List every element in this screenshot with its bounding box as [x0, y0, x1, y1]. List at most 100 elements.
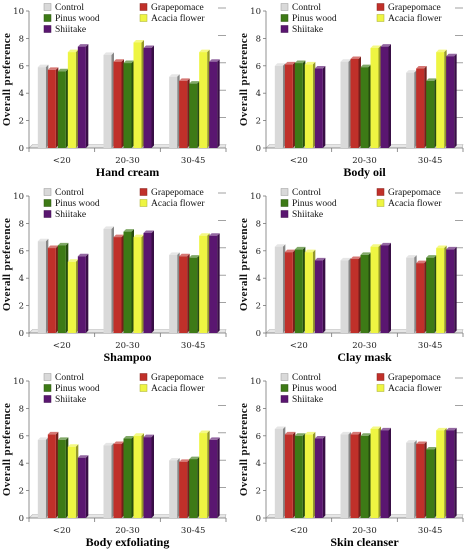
- bar-grapepomace-20-30: [350, 256, 361, 333]
- bar-pinus-wood-20-30: [360, 433, 371, 518]
- bar-front-face: [360, 435, 369, 518]
- bar-top-face: [350, 56, 361, 59]
- bar-side-face: [388, 242, 391, 333]
- bar-side-face: [444, 427, 447, 518]
- bar-top-face: [340, 257, 351, 261]
- bar-top-face: [380, 242, 391, 246]
- bar-front-face: [113, 61, 122, 148]
- bar-pinus-wood-20-30: [123, 436, 134, 518]
- bar-acacia-flower-20: [304, 249, 316, 333]
- bar-front-face: [406, 257, 415, 333]
- bar-front-face: [113, 444, 122, 518]
- bar-front-face: [350, 259, 359, 333]
- chart-legend: Control Grapepomace Pinus wood Acacia flowe…: [280, 373, 442, 405]
- bar-grapepomace-20-30: [113, 59, 124, 148]
- bar-top-face: [340, 431, 351, 435]
- legend-item-shiitake: Shiitake: [43, 25, 86, 35]
- legend-swatch: [43, 395, 52, 403]
- bar-top-face: [169, 457, 180, 461]
- bar-front-face: [57, 71, 66, 148]
- bar-top-face: [416, 66, 427, 69]
- x-category-label: 20-30: [352, 156, 377, 166]
- legend-item-grapepomace: Grapepomace: [139, 373, 204, 383]
- bar-top-face: [133, 234, 144, 238]
- bar-side-face: [414, 70, 417, 148]
- bar-side-face: [424, 66, 427, 148]
- bar-front-face: [426, 257, 435, 333]
- bar-side-face: [55, 245, 59, 333]
- bar-top-face: [314, 436, 326, 439]
- bar-top-face: [133, 40, 144, 43]
- y-tick-label: 8: [256, 219, 261, 229]
- bar-side-face: [312, 249, 316, 333]
- bar-side-face: [292, 61, 296, 148]
- bar-shiitake-30-45: [446, 53, 457, 148]
- bar-top-face: [123, 60, 134, 64]
- bar-top-face: [77, 455, 89, 458]
- bar-side-face: [151, 45, 154, 148]
- bar-shiitake-20: [314, 436, 326, 518]
- legend-item-pinus-wood: Pinus wood: [280, 384, 337, 394]
- legend-label: Shiitake: [55, 210, 86, 220]
- bar-top-face: [199, 430, 210, 434]
- bar-side-face: [121, 234, 124, 333]
- bar-front-face: [57, 439, 66, 518]
- bar-top-face: [209, 59, 220, 62]
- bar-top-face: [284, 61, 296, 65]
- legend-item-acacia-flower: Acacia flower: [139, 13, 205, 24]
- bar-front-face: [304, 64, 313, 148]
- bar-shiitake-30-45: [209, 59, 220, 148]
- bar-front-face: [209, 235, 218, 333]
- y-tick-label: 10: [250, 7, 261, 17]
- bar-grapepomace-30-45: [179, 459, 190, 518]
- bar-side-face: [302, 246, 306, 333]
- x-category-label: 20-30: [115, 341, 140, 351]
- bar-top-face: [416, 260, 427, 264]
- bar-top-face: [314, 66, 326, 69]
- bar-top-face: [426, 255, 437, 258]
- bar-control-20-30: [103, 52, 114, 149]
- bar-side-face: [424, 260, 427, 333]
- bar-top-face: [446, 53, 457, 57]
- bar-side-face: [322, 66, 326, 148]
- legend-label: Control: [292, 373, 321, 383]
- bar-side-face: [378, 45, 381, 148]
- legend-swatch: [280, 210, 289, 218]
- y-axis-title: Overall preference: [1, 218, 13, 311]
- bar-top-face: [37, 238, 49, 242]
- bar-side-face: [292, 431, 296, 518]
- y-tick-label: 0: [19, 144, 24, 154]
- bar-shiitake-20: [77, 253, 89, 333]
- bar-top-face: [113, 234, 124, 238]
- bar-top-face: [67, 49, 79, 53]
- legend-item-shiitake: Shiitake: [43, 210, 86, 220]
- chart-title: Shampoo: [103, 350, 151, 364]
- chart-panel-hand-cream: 0 2 4 6 8 10 <20 20-30 30-45 Control Grapepomace Pi…: [1, 3, 227, 179]
- bar-acacia-flower-20-30: [133, 234, 144, 333]
- y-axis-title: Overall preference: [238, 33, 250, 126]
- bar-shiitake-20-30: [143, 434, 154, 518]
- bar-side-face: [217, 437, 220, 518]
- bar-top-face: [406, 70, 417, 73]
- bar-top-face: [370, 244, 381, 247]
- y-axis-title: Overall preference: [1, 33, 13, 126]
- bar-side-face: [197, 456, 200, 518]
- bar-front-face: [169, 254, 178, 333]
- legend-label: Control: [55, 3, 84, 13]
- bar-front-face: [370, 428, 379, 518]
- bar-top-face: [199, 233, 210, 236]
- bar-top-face: [57, 242, 69, 246]
- bar-top-face: [360, 433, 371, 436]
- bar-acacia-flower-30-45: [199, 430, 210, 518]
- x-category-label: 30-45: [418, 156, 443, 166]
- bar-side-face: [378, 244, 381, 333]
- bar-front-face: [314, 260, 323, 333]
- bar-side-face: [111, 442, 114, 518]
- bar-acacia-flower-30-45: [436, 427, 447, 518]
- bar-side-face: [55, 67, 59, 148]
- legend-item-control: Control: [43, 188, 84, 198]
- bar-top-face: [436, 49, 447, 53]
- bar-top-face: [209, 437, 220, 440]
- bar-side-face: [111, 226, 114, 333]
